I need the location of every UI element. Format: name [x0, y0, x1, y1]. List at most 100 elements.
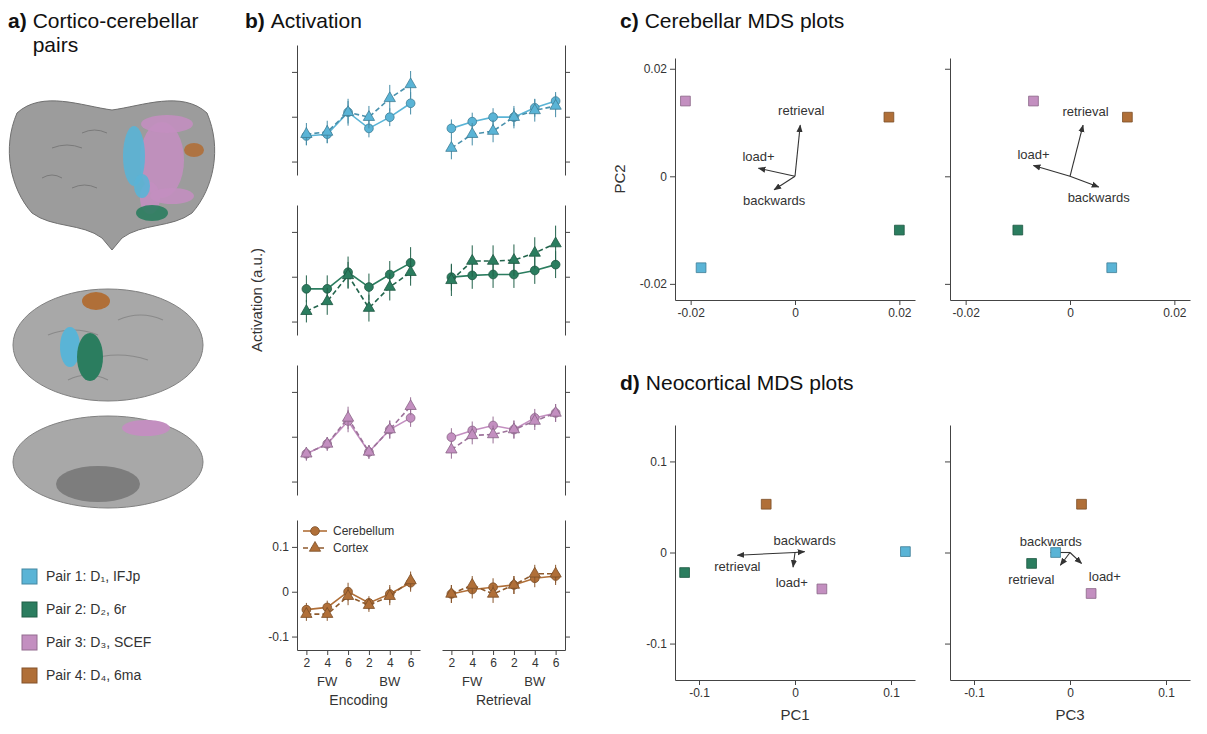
y-tick-mark: [565, 162, 570, 163]
x-tick-label: 0: [1067, 686, 1074, 700]
data-point: [342, 106, 353, 116]
pair-swatch: [22, 602, 37, 617]
data-point: [1123, 112, 1133, 122]
y-tick: [565, 72, 570, 73]
panel-title: c)Cerebellar MDS plots: [620, 9, 844, 32]
data-point: [529, 415, 540, 425]
y-tick-mark: [565, 547, 570, 548]
y-tick: 0: [660, 170, 675, 184]
x-tick-label: 0.02: [888, 306, 912, 320]
axis-line: [297, 46, 298, 176]
data-point: [322, 437, 333, 447]
y-tick-mark: [565, 232, 570, 233]
x-tick: 0.02: [888, 300, 912, 320]
x-axis: -0.100.1: [676, 680, 916, 700]
x-axis-title: Encoding: [329, 692, 387, 708]
series-line: [451, 244, 555, 281]
panel-title: d)Neocortical MDS plots: [620, 371, 854, 394]
y-tick: [292, 232, 297, 233]
vector-labels: retrievalload+backwards: [1017, 104, 1130, 206]
y-tick: [565, 547, 570, 548]
y-tick-mark: [292, 72, 297, 73]
data-point: [467, 578, 478, 588]
x-axis-title: PC1: [780, 706, 809, 723]
x-tick: -0.02: [952, 300, 980, 320]
panel-letter: c): [620, 9, 639, 32]
data-point: [550, 406, 561, 416]
data-point: [508, 578, 519, 588]
x-tick: 2: [366, 650, 373, 670]
y-tick-mark: [292, 322, 297, 323]
x-tick: 0: [792, 680, 799, 700]
data-point: [363, 445, 374, 455]
y-tick-mark: [945, 461, 950, 462]
y-tick-mark: [565, 482, 570, 483]
y-tick-mark: [670, 644, 675, 645]
y-tick: [565, 637, 570, 638]
cortex-patch: [122, 420, 170, 436]
y-axis: [292, 206, 298, 336]
y-tick-mark: [292, 162, 297, 163]
activation-plot: [446, 366, 570, 496]
legend-marker: [311, 527, 320, 536]
x-tick: 6: [345, 650, 352, 670]
panel-title: a)Cortico-cerebellarpairs: [8, 9, 198, 56]
x-tick-label: -0.1: [689, 686, 710, 700]
vector-label: retrieval: [714, 559, 760, 574]
loading-arrow: [774, 176, 795, 189]
series-line: [451, 576, 555, 594]
legend-marker: [309, 541, 320, 551]
panel-title-line: Activation: [271, 9, 362, 32]
y-tick-label: -0.1: [646, 637, 667, 651]
x-tick-label: 0.02: [1163, 306, 1187, 320]
y-tick: 0: [282, 585, 297, 599]
plot-area: [301, 572, 417, 621]
y-axis: [292, 46, 298, 176]
y-tick: -0.1: [646, 637, 675, 651]
y-tick: [945, 284, 950, 285]
vector-label: backwards: [1020, 534, 1083, 549]
y-tick: -0.02: [640, 277, 675, 291]
axis-line: [297, 521, 298, 651]
x-axis: 246246: [298, 650, 421, 670]
pair-label: Pair 2: D₂, 6r: [46, 601, 126, 617]
x-tick-mark: [966, 300, 967, 305]
plot-area: [1013, 96, 1132, 272]
x-tick: 6: [553, 650, 560, 670]
axis-line: [565, 206, 566, 336]
y-tick-mark: [292, 117, 297, 118]
x-tick-label: 2: [366, 656, 373, 670]
legend-item: Cortex: [303, 541, 368, 555]
y-tick-mark: [292, 232, 297, 233]
activation-plot: -0.100.1246246FWBWEncodingCerebellumCort…: [268, 521, 420, 709]
mds-plot: -0.100.1PC3backwardsload+retrieval: [945, 426, 1191, 724]
y-tick-mark: [565, 392, 570, 393]
y-axis: [565, 366, 570, 496]
y-tick-mark: [945, 69, 950, 70]
x-tick: 6: [408, 650, 415, 670]
y-tick-mark: [292, 482, 297, 483]
vector-label: backwards: [1068, 190, 1131, 205]
x-tick: 4: [469, 650, 476, 670]
y-tick: 0: [660, 546, 675, 560]
panel-letter: d): [620, 371, 640, 394]
legend-label: Cerebellum: [333, 524, 394, 538]
y-tick-mark: [670, 553, 675, 554]
y-tick: [565, 482, 570, 483]
y-tick-mark: [945, 553, 950, 554]
data-point: [901, 547, 911, 557]
x-tick-label: 4: [324, 656, 331, 670]
data-point: [322, 125, 333, 135]
plot-area: [301, 247, 417, 322]
vector-label: load+: [1017, 147, 1049, 162]
data-point: [301, 608, 312, 618]
x-tick-label: 2: [511, 656, 518, 670]
vector-labels: retrievalload+backwards: [742, 103, 824, 208]
pair-label: Pair 4: D₄, 6ma: [46, 667, 141, 683]
y-tick: 0.1: [272, 540, 297, 554]
activation-plot: [292, 46, 416, 176]
y-tick: -0.1: [268, 630, 297, 644]
data-point: [302, 284, 311, 293]
flatmap-fold: [82, 130, 107, 133]
y-tick-mark: [292, 592, 297, 593]
